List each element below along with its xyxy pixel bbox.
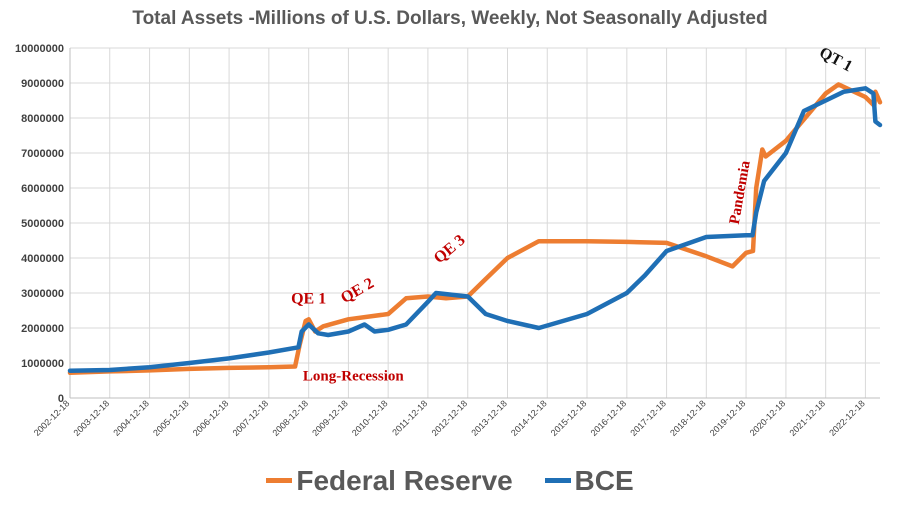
x-axis: 2002-12-18 2003-12-18 2004-12-18 2005-12-18… <box>32 397 880 438</box>
x-tick-label: 2003-12-18 <box>72 398 112 438</box>
x-tick-label: 2019-12-18 <box>708 398 748 438</box>
annotation-pandemia: Pandemia <box>727 159 754 225</box>
x-tick-label: 2016-12-18 <box>589 398 629 438</box>
x-tick-label: 2010-12-18 <box>350 398 390 438</box>
y-axis: 0 1000000 2000000 3000000 4000000 5000000 6000… <box>15 43 71 405</box>
x-tick-label: 2015-12-18 <box>549 398 589 438</box>
series-lines <box>67 82 883 376</box>
y-tick-label: 4000000 <box>21 253 64 265</box>
y-tick-label: 9000000 <box>21 78 64 90</box>
x-tick-label: 2022-12-18 <box>827 398 867 438</box>
annotation-qe-2: QE 2 <box>338 275 377 307</box>
x-tick-label: 2018-12-18 <box>668 398 708 438</box>
y-tick-label: 5000000 <box>21 218 64 230</box>
x-tick-label: 2005-12-18 <box>151 398 191 438</box>
series-line-federal-reserve <box>67 82 883 376</box>
y-tick-label: 8000000 <box>21 113 64 125</box>
x-tick-label: 2017-12-18 <box>628 398 668 438</box>
x-tick-label: 2004-12-18 <box>111 398 151 438</box>
legend: Federal Reserve BCE <box>0 458 900 497</box>
chart-title: Total Assets -Millions of U.S. Dollars, … <box>132 8 768 29</box>
y-tick-label: 3000000 <box>21 288 64 300</box>
x-tick-label: 2006-12-18 <box>191 398 231 438</box>
x-tick-label: 2021-12-18 <box>787 398 827 438</box>
y-tick-label: 7000000 <box>21 148 64 160</box>
annotation-qe-1: QE 1 <box>291 291 326 308</box>
x-tick-label: 2007-12-18 <box>231 398 271 438</box>
x-tick-label: 2013-12-18 <box>469 398 509 438</box>
x-tick-label: 2008-12-18 <box>270 398 310 438</box>
legend-label-federal-reserve: Federal Reserve <box>296 464 513 496</box>
legend-item-bce: BCE <box>544 464 634 497</box>
x-tick-label: 2012-12-18 <box>430 398 470 438</box>
x-tick-label: 2002-12-18 <box>32 398 72 438</box>
x-tick-label: 2011-12-18 <box>390 398 429 437</box>
annotation-qe-3: QE 3 <box>431 232 469 268</box>
x-tick-label: 2020-12-18 <box>748 398 788 438</box>
y-tick-label: 2000000 <box>21 323 64 335</box>
annotation-qt-1: QT 1 <box>816 44 855 75</box>
series-line-bce <box>67 86 883 373</box>
legend-swatch-federal-reserve <box>266 478 293 483</box>
y-tick-label: 1000000 <box>21 358 64 370</box>
y-tick-label: 0 <box>58 393 64 405</box>
legend-swatch-bce <box>544 478 571 483</box>
annotation-long-recession: Long-Recession <box>303 369 404 385</box>
legend-item-federal-reserve: Federal Reserve <box>266 464 513 497</box>
legend-label-bce: BCE <box>574 464 634 496</box>
y-tick-label: 10000000 <box>15 43 64 55</box>
y-tick-label: 6000000 <box>21 183 64 195</box>
x-tick-label: 2009-12-18 <box>310 398 350 438</box>
gridlines <box>69 47 880 399</box>
x-tick-label: 2014-12-18 <box>509 398 549 438</box>
